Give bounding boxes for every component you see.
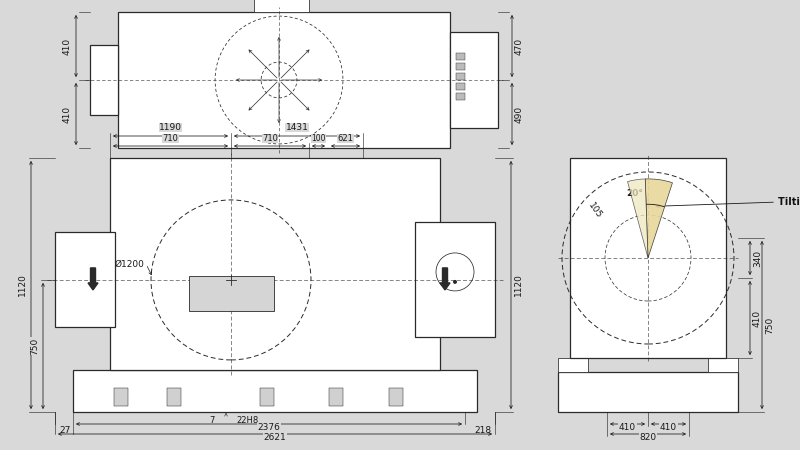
Text: Tilting center: Tilting center (778, 197, 800, 207)
Bar (329, 388, 342, 406)
Bar (114, 388, 129, 406)
Bar (90, 45, 118, 115)
Text: 410: 410 (660, 423, 677, 432)
Wedge shape (646, 179, 673, 258)
Bar (415, 222, 495, 338)
Text: 27: 27 (59, 426, 70, 435)
Bar (189, 276, 274, 311)
Bar (558, 372, 738, 412)
Text: 621: 621 (338, 134, 354, 143)
Text: 410: 410 (63, 37, 72, 54)
Bar (110, 158, 440, 370)
Bar (456, 93, 465, 100)
Bar (260, 388, 274, 406)
Text: 710: 710 (262, 134, 278, 143)
Text: 100: 100 (311, 134, 326, 143)
Text: 1120: 1120 (18, 274, 27, 297)
Bar (118, 12, 450, 148)
Bar (167, 388, 181, 406)
Text: 820: 820 (639, 433, 657, 442)
Text: 750: 750 (765, 316, 774, 333)
Text: 710: 710 (162, 134, 178, 143)
Text: 410: 410 (619, 423, 636, 432)
Text: 7: 7 (210, 416, 214, 425)
Text: 490: 490 (515, 105, 524, 122)
Circle shape (453, 280, 457, 284)
Bar (390, 388, 403, 406)
Bar (456, 63, 465, 70)
FancyArrow shape (440, 268, 450, 290)
Text: 410: 410 (63, 105, 72, 122)
Text: 105: 105 (586, 201, 603, 220)
Text: 410: 410 (753, 310, 762, 327)
Wedge shape (627, 179, 648, 258)
Bar (708, 358, 738, 372)
Text: 340: 340 (753, 249, 762, 266)
Text: 1190: 1190 (159, 123, 182, 132)
FancyArrow shape (88, 268, 98, 290)
Bar (558, 358, 588, 372)
Bar (254, 0, 309, 12)
Text: Ø1200: Ø1200 (114, 259, 144, 268)
Text: 750: 750 (30, 338, 39, 355)
Text: 1431: 1431 (286, 123, 309, 132)
Bar (73, 370, 477, 412)
Bar (55, 232, 115, 328)
Text: 470: 470 (515, 37, 524, 54)
Bar (456, 73, 465, 80)
Bar (450, 32, 498, 128)
Bar (570, 158, 726, 358)
Text: 20°: 20° (626, 189, 643, 198)
Text: 22H8: 22H8 (236, 416, 258, 425)
Text: 2621: 2621 (264, 433, 286, 442)
Bar (456, 83, 465, 90)
Text: 218: 218 (474, 426, 491, 435)
Text: 2376: 2376 (258, 423, 281, 432)
Bar (456, 53, 465, 60)
Text: 1120: 1120 (514, 274, 523, 297)
